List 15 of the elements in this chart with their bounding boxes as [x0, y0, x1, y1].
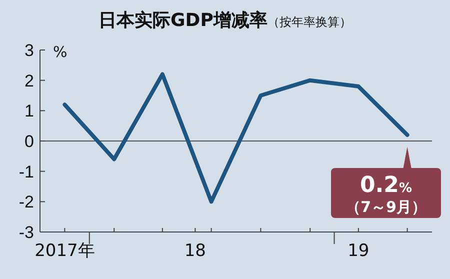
annotation: 0.2% [360, 173, 412, 198]
y-tick-label: -3 [18, 223, 34, 242]
annotation: （7～9月） [346, 198, 426, 216]
y-tick-label: 0 [24, 132, 34, 151]
x-tick-label: 18 [184, 241, 206, 261]
y-tick-label: 2 [24, 71, 34, 90]
y-axis-title: % [53, 43, 68, 61]
y-tick-label: 1 [24, 102, 34, 121]
y-tick-label: -2 [18, 192, 34, 212]
x-tick-label: 19 [348, 241, 370, 261]
chart-title: 日本实际GDP增减率 [98, 10, 268, 31]
y-tick-label: -1 [18, 162, 34, 182]
chart-subtitle: （按年率换算） [267, 15, 352, 29]
x-tick-label: 2017年 [34, 241, 95, 261]
y-tick-label: 3 [24, 41, 34, 60]
